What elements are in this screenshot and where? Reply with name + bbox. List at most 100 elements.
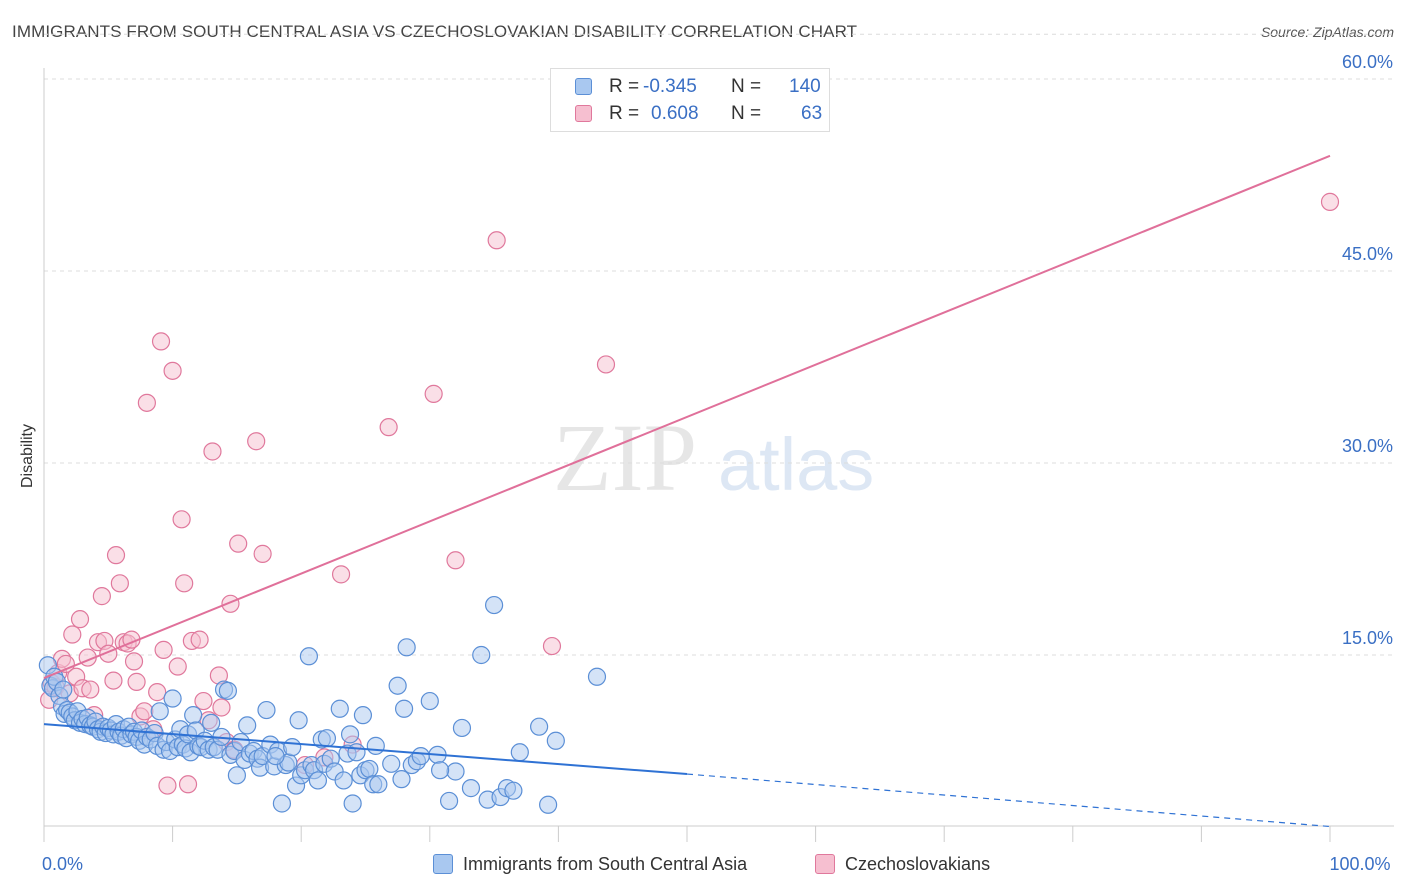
data-point — [212, 698, 231, 717]
x-tick-label: 100.0% — [1329, 854, 1390, 874]
data-point — [596, 355, 616, 374]
data-point — [163, 689, 182, 708]
data-point — [546, 731, 565, 750]
data-point — [411, 747, 430, 766]
data-point — [382, 754, 401, 773]
data-point — [330, 699, 349, 718]
data-point — [289, 711, 308, 730]
y-tick-label: 30.0% — [1342, 436, 1393, 456]
data-point — [203, 442, 222, 461]
data-point — [124, 652, 144, 671]
data-point — [542, 636, 562, 656]
data-point — [430, 761, 450, 780]
data-point — [446, 551, 465, 570]
legend: R = -0.345 N = 140 R = 0.608 N = 63 — [550, 68, 830, 132]
data-point — [178, 775, 198, 794]
bottom-legend-swatch-pink — [815, 854, 835, 874]
data-point — [81, 680, 100, 699]
legend-r-label: R = — [609, 76, 640, 97]
legend-r-value: 0.608 — [651, 103, 699, 124]
data-point — [168, 657, 187, 676]
data-point — [388, 676, 407, 695]
data-point — [487, 231, 506, 250]
data-point — [343, 794, 362, 813]
data-point — [424, 384, 443, 403]
data-point — [299, 647, 319, 666]
legend-n-label: N = — [731, 103, 762, 124]
data-point — [1320, 192, 1340, 211]
data-point — [106, 546, 126, 565]
data-point — [158, 776, 177, 795]
y-tick-label: 45.0% — [1342, 244, 1393, 264]
data-point — [452, 718, 472, 738]
data-point — [485, 595, 504, 615]
bottom-legend-swatch-blue — [433, 854, 453, 874]
czechoslovakians-trendline — [43, 154, 1331, 679]
data-point — [266, 747, 285, 766]
data-point — [317, 729, 337, 748]
legend-n-label: N = — [731, 76, 762, 97]
data-point — [127, 672, 146, 691]
data-point — [238, 716, 257, 735]
tick-labels: 15.0% 30.0% 45.0% 60.0% 0.0% 100.0% — [42, 52, 1393, 874]
south-central-asia-trendline — [43, 723, 688, 776]
data-point — [439, 791, 459, 811]
data-point — [257, 700, 276, 720]
data-point — [472, 645, 491, 665]
data-point — [227, 766, 246, 785]
data-point — [104, 671, 123, 690]
south-central-asia-points — [38, 595, 607, 814]
bottom-legend-label: Immigrants from South Central Asia — [463, 854, 748, 874]
data-point — [151, 332, 171, 351]
data-point — [379, 418, 398, 437]
data-point — [135, 702, 154, 721]
watermark: ZIP atlas — [553, 404, 874, 511]
x-tick-label: 0.0% — [42, 854, 83, 874]
data-point — [283, 738, 302, 757]
data-point — [504, 781, 523, 800]
data-point — [247, 432, 266, 451]
data-point — [150, 702, 169, 721]
data-point — [461, 779, 481, 798]
data-point — [530, 717, 549, 736]
data-point — [70, 610, 90, 629]
legend-r-label: R = — [609, 103, 640, 124]
data-point — [184, 706, 203, 725]
data-point — [366, 736, 385, 755]
data-point — [539, 795, 558, 814]
data-point — [190, 630, 209, 649]
data-point — [587, 667, 607, 686]
data-point — [353, 706, 373, 725]
y-tick-label: 15.0% — [1342, 628, 1393, 648]
legend-n-value: 63 — [801, 103, 823, 124]
data-point — [110, 574, 129, 593]
watermark-zip: ZIP — [553, 404, 697, 511]
data-point — [272, 794, 292, 813]
data-point — [194, 691, 213, 711]
legend-n-value: 140 — [789, 76, 821, 97]
data-point — [148, 683, 167, 702]
south-central-asia-trendline-extension — [686, 773, 1331, 828]
data-point — [369, 775, 388, 794]
legend-swatch-pink — [575, 105, 592, 122]
data-point — [360, 759, 379, 779]
data-point — [347, 743, 366, 762]
legend-r-value: -0.345 — [643, 76, 697, 97]
data-point — [202, 713, 221, 732]
data-point — [394, 699, 414, 718]
data-point — [54, 680, 73, 699]
data-point — [308, 771, 328, 790]
data-point — [331, 565, 351, 584]
data-point — [154, 640, 173, 659]
data-point — [510, 743, 529, 762]
data-point — [340, 725, 360, 744]
y-axis-label: Disability — [19, 423, 36, 489]
data-point — [63, 625, 82, 644]
data-point — [163, 361, 182, 380]
data-point — [392, 770, 411, 789]
y-tick-label: 60.0% — [1342, 52, 1393, 72]
trend-lines — [43, 154, 1331, 828]
data-point — [446, 762, 465, 781]
data-point — [229, 534, 248, 553]
